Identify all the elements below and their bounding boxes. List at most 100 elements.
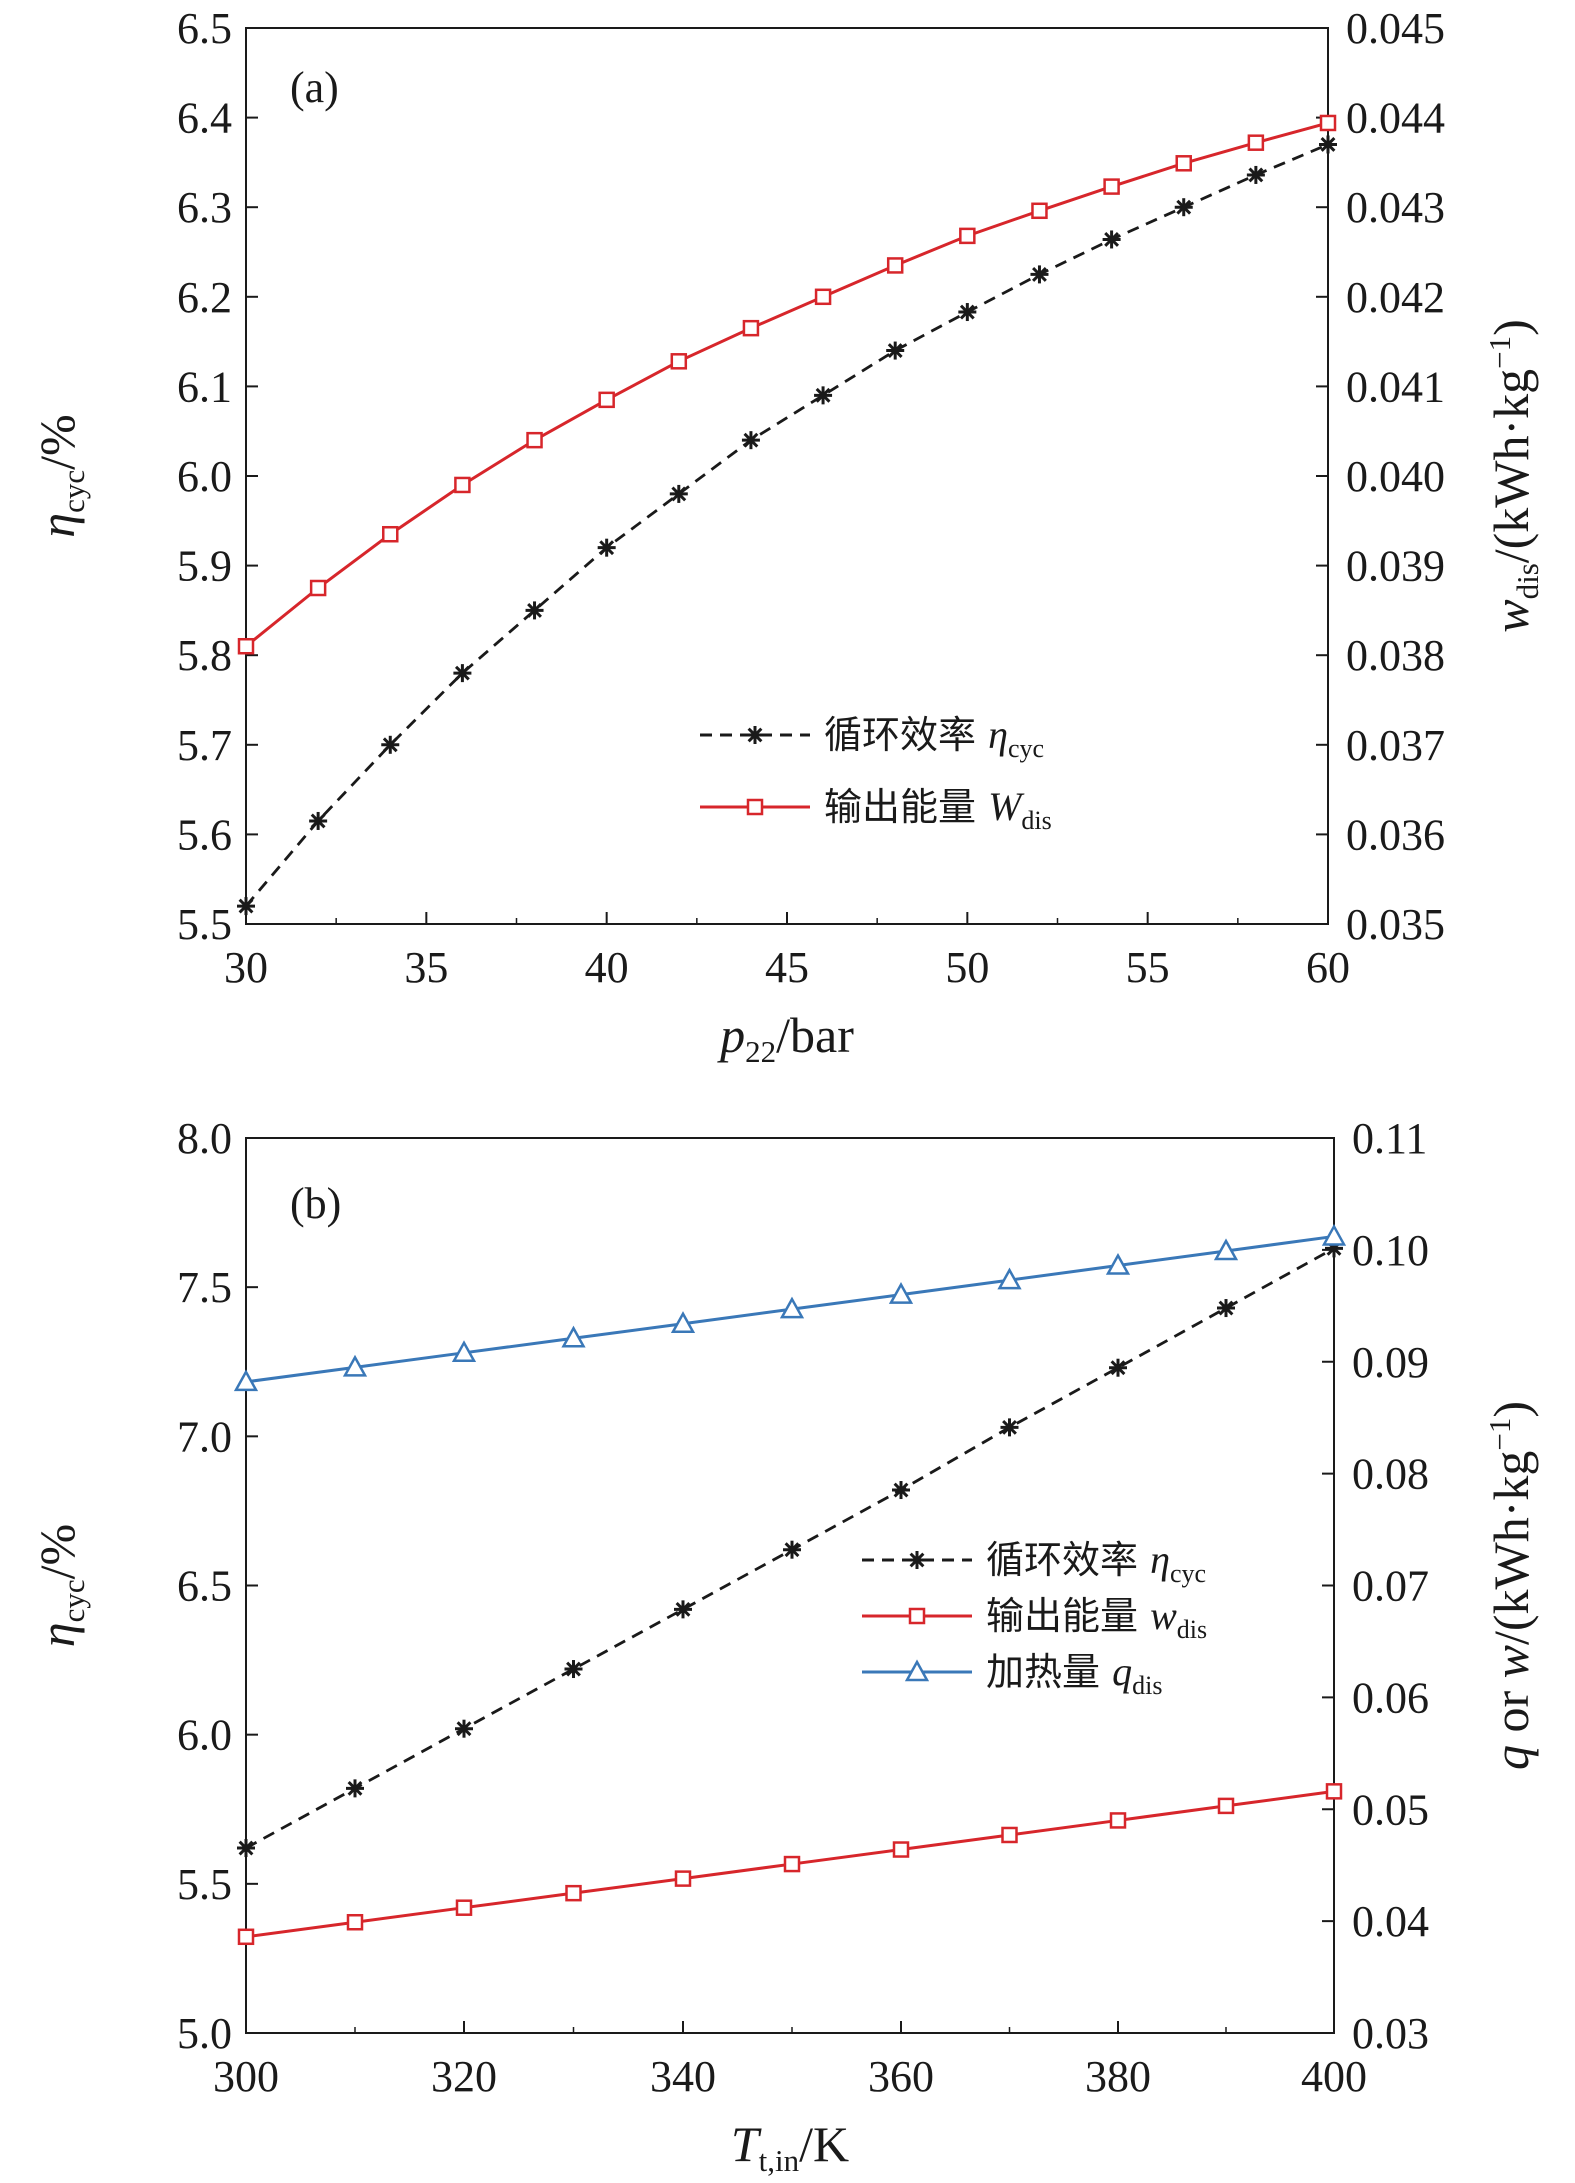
data-point [958,303,977,322]
data-point [1319,135,1337,154]
data-point [742,319,760,337]
legend-swatch-marker [746,798,764,816]
y-right-tick-label: 0.037 [1346,721,1445,770]
y-left-tick-label: 7.0 [177,1412,232,1461]
y-right-tick-label: 0.045 [1346,4,1445,53]
x-tick-label: 400 [1301,2052,1367,2101]
series-square-1 [237,1783,1343,1946]
data-point [1247,134,1265,151]
data-point [455,1719,473,1738]
y-left-tick-label: 5.5 [177,1860,232,1909]
data-point [1103,178,1120,195]
data-point [814,288,832,306]
y-left-tick-label: 5.8 [177,631,232,680]
data-point [455,1899,473,1916]
data-point [525,601,544,620]
asterisk-stroke [238,1840,254,1856]
plot-frame [245,27,1329,925]
data-point [892,1841,910,1858]
legend-entry: 循环效率 ηcyc [986,1537,1206,1588]
data-point [779,1296,805,1319]
y-right-axis-label: q or w/(kWh·kg−1) [1482,1401,1539,1770]
legend-entry: 循环效率 ηcyc [824,712,1044,763]
asterisk-stroke [347,1780,363,1796]
data-point [886,341,905,360]
asterisk-stroke [1002,1419,1017,1435]
data-point [1217,1299,1235,1318]
data-point [1109,1358,1127,1377]
y-right-tick-label: 0.039 [1346,542,1445,591]
y-left-tick-label: 8.0 [177,1114,232,1163]
asterisk-stroke [815,387,831,403]
asterisk-stroke [382,737,398,753]
data-point [1175,155,1192,172]
data-point [382,525,399,543]
data-point [783,1855,801,1873]
legend-entry: 输出能量 Wdis [824,784,1052,835]
x-tick-label: 360 [868,2052,934,2101]
data-point [564,1660,583,1679]
panel-a: 30 35 40 45 50 55 60 5.5 5.6 5.7 5.8 5.9 6.0 6.1 6.2 6.… [29,4,1545,1069]
y-right-tick-label: 0.04 [1352,1897,1429,1946]
x-tick-label: 40 [585,943,629,992]
data-point [997,1267,1022,1290]
series-line [244,143,1329,907]
data-point [783,1540,801,1559]
y-right-tick-label: 0.042 [1346,273,1445,322]
x-tick-label: 30 [224,943,268,992]
data-point [237,1928,255,1946]
data-point [233,1369,259,1392]
asterisk-stroke [1248,167,1264,183]
legend-entry: 加热量 qdis [986,1649,1162,1700]
legend-swatch-marker [908,1551,926,1569]
y-left-axis-label: ηcyc/% [29,1524,91,1647]
y-left-tick-label: 6.2 [177,273,232,322]
data-point [237,637,255,655]
x-tick-label: 45 [765,943,809,992]
asterisk-stroke [893,1482,909,1498]
y-left-tick-label: 6.4 [177,94,232,143]
y-right-tick-label: 0.044 [1346,94,1445,143]
data-point [454,476,471,494]
series-line [245,121,1329,648]
y-right-tick-label: 0.05 [1352,1785,1429,1834]
y-right-tick-label: 0.043 [1346,183,1445,232]
y-left-tick-label: 6.1 [177,362,232,411]
data-point [674,1870,692,1887]
series-asterisk-0 [237,135,1337,916]
x-tick-label: 340 [650,2052,716,2101]
legend-swatch-marker [908,1607,926,1625]
y-left-tick-label: 6.5 [177,1562,232,1611]
data-point [1246,165,1265,184]
y-right-tick-label: 0.09 [1352,1338,1429,1387]
x-tick-label: 380 [1085,2052,1151,2101]
data-point [1105,1252,1131,1275]
y-left-tick-label: 6.0 [177,1711,232,1760]
series-square-1 [237,114,1337,655]
y-left-tick-label: 6.0 [177,452,232,501]
x-tick-label: 55 [1126,943,1170,992]
asterisk-stroke [566,1661,581,1677]
data-point [381,735,400,754]
y-left-tick-label: 7.5 [177,1263,232,1312]
data-point [237,1839,255,1858]
legend: 循环效率 ηcyc 输出能量 Wdis [700,712,1052,835]
y-right-tick-label: 0.10 [1352,1226,1429,1275]
asterisk-stroke [1320,137,1336,152]
asterisk-stroke [456,1721,472,1737]
y-right-tick-label: 0.035 [1346,900,1445,949]
panel-label: (b) [290,1179,341,1228]
data-point [346,1913,364,1931]
data-point [1001,1826,1018,1844]
asterisk-stroke [1176,199,1192,215]
x-tick-label: 300 [213,2052,279,2101]
data-point [886,257,904,274]
x-axis-label: p22/bar [717,1007,854,1069]
asterisk-stroke [1218,1300,1234,1316]
y-right-tick-label: 0.11 [1352,1114,1427,1163]
y-left-axis-label: ηcyc/% [29,414,91,537]
data-point [237,897,255,916]
data-point [1319,114,1337,132]
